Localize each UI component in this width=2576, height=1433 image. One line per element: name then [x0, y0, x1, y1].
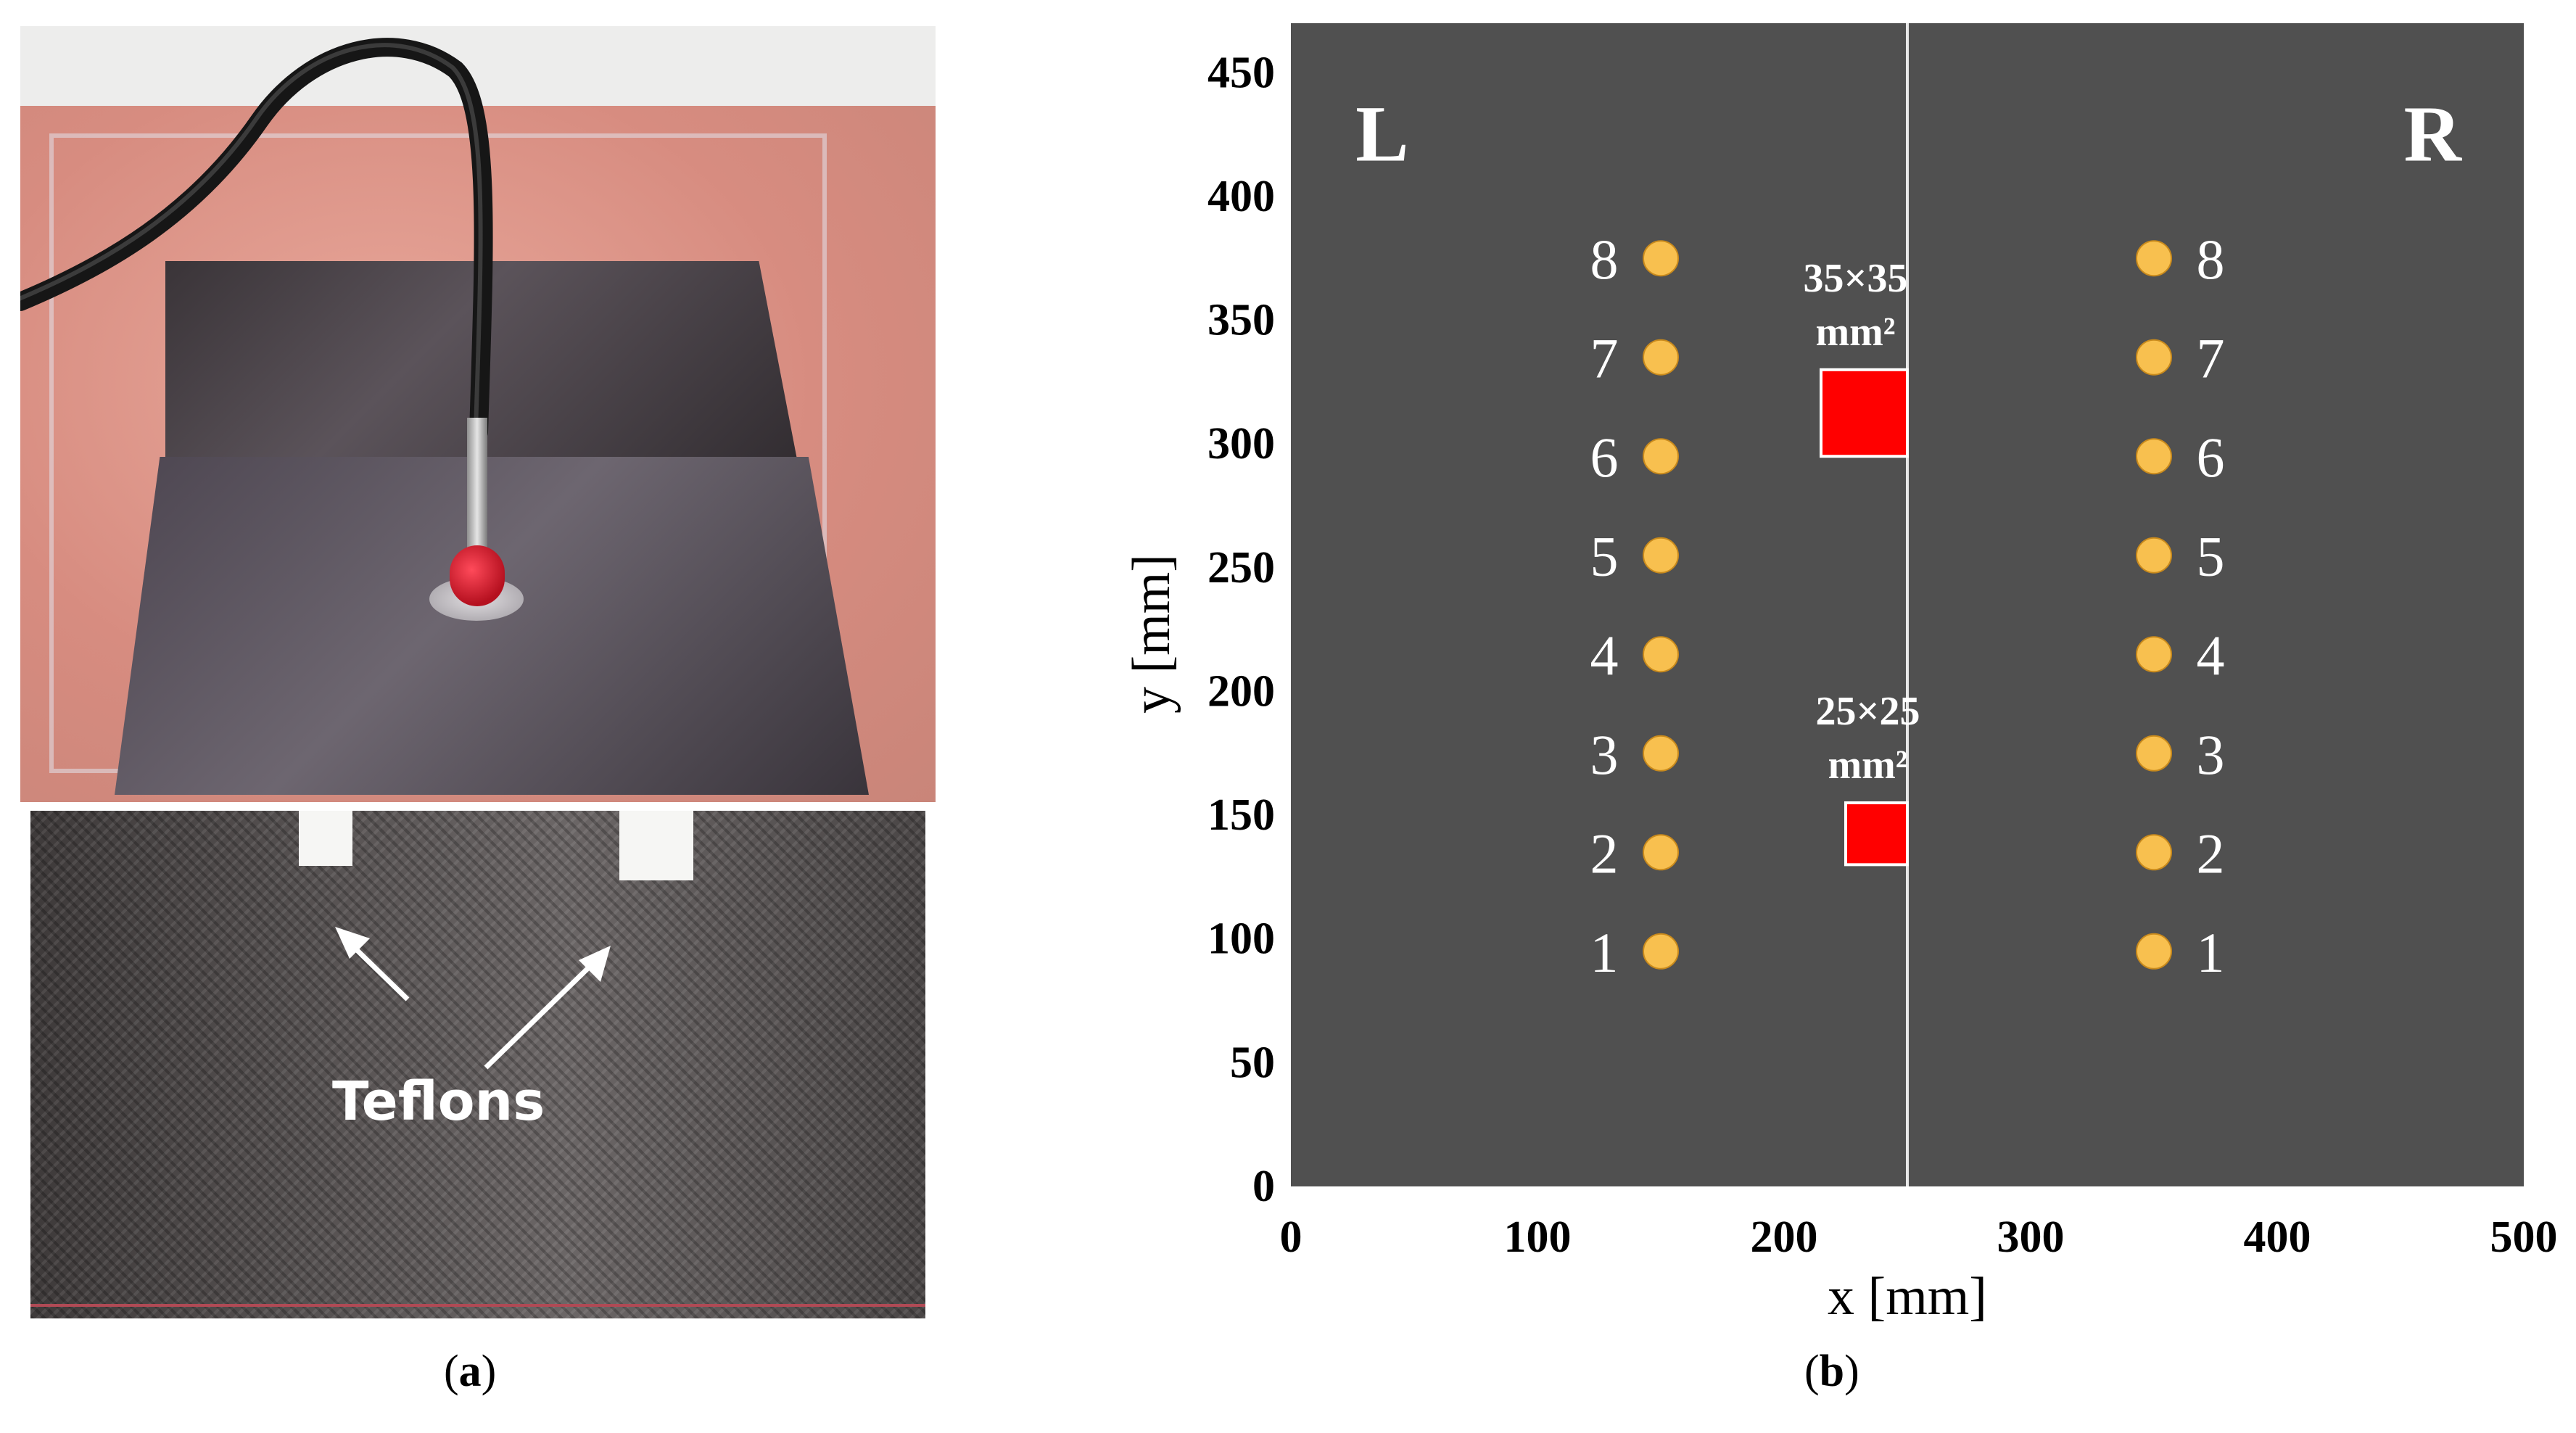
sensor-label: 2 — [2197, 822, 2225, 885]
x-axis-label: x [mm] — [1828, 1267, 1987, 1326]
vacuum-hose — [20, 38, 493, 442]
sensor-label: 7 — [2197, 327, 2225, 390]
sensor-point — [2136, 438, 2172, 475]
x-tick-label: 200 — [1751, 1213, 1818, 1262]
y-tick-label: 400 — [1208, 172, 1275, 221]
sensor-label: 3 — [2197, 723, 2225, 786]
y-tick-label: 100 — [1208, 914, 1275, 964]
sensor-label: 8 — [1590, 228, 1619, 291]
defects: 35×35 mm² 25×25 mm² — [1804, 256, 1920, 867]
photo-panel-a: Teflons — [20, 26, 936, 1320]
sensor-point — [2136, 933, 2172, 970]
y-tick-label: 450 — [1208, 48, 1275, 97]
sensor-point — [2136, 735, 2172, 772]
teflon-insert-photo: Teflons — [30, 811, 925, 1318]
x-tick-label: 100 — [1504, 1213, 1572, 1262]
axes: 0 100 200 300 400 500 0 50 100 150 200 250 300 350 400… — [1208, 48, 2558, 1262]
sensor-label: 1 — [1590, 921, 1619, 984]
defect-unit-label: mm² — [1815, 310, 1895, 355]
sensor-point — [2136, 240, 2172, 277]
defect-size-label: 25×25 — [1816, 689, 1920, 734]
teflon-insert-large — [619, 811, 693, 880]
vacuum-valve — [450, 545, 505, 606]
y-tick-label: 50 — [1230, 1038, 1275, 1087]
sensor-point — [2136, 636, 2172, 673]
sensor-label: 5 — [2197, 525, 2225, 588]
sensor-label: 2 — [1590, 822, 1619, 885]
x-tick-label: 400 — [2244, 1213, 2311, 1262]
defect-square — [1820, 368, 1909, 458]
defect-square — [1844, 801, 1909, 867]
y-tick-label: 300 — [1208, 419, 1275, 468]
y-tick-label: 150 — [1208, 790, 1275, 840]
sensor-point — [1643, 537, 1679, 574]
vacuum-connector — [467, 418, 487, 556]
sensor-label: 6 — [1590, 426, 1619, 489]
vacuum-bag-photo — [20, 26, 936, 802]
y-tick-label: 350 — [1208, 296, 1275, 345]
teflon-insert-small — [299, 811, 352, 866]
sensor-label: 3 — [1590, 723, 1619, 786]
defect-unit-label: mm² — [1828, 743, 1907, 788]
sensor-point — [1643, 438, 1679, 475]
region-label-l: L — [1355, 90, 1408, 178]
sensor-label: 6 — [2197, 426, 2225, 489]
caption-b: (b) — [1804, 1347, 1859, 1396]
teflons-callout-label: Teflons — [332, 1070, 545, 1133]
caption-a: (a) — [444, 1347, 497, 1396]
x-tick-label: 500 — [2490, 1213, 2558, 1262]
plate-edge-line — [30, 1304, 925, 1307]
sensor-label: 1 — [2197, 921, 2225, 984]
y-tick-label: 0 — [1252, 1162, 1275, 1211]
x-tick-label: 0 — [1280, 1213, 1303, 1262]
sensor-point — [1643, 933, 1679, 970]
region-label-r: R — [2403, 90, 2462, 178]
y-axis-label: y [mm] — [1122, 554, 1181, 714]
defect-size-label: 35×35 — [1804, 256, 1908, 301]
sensor-point — [1643, 735, 1679, 772]
sensor-label: 5 — [1590, 525, 1619, 588]
composite-plate-front — [115, 457, 869, 795]
x-tick-label: 300 — [1997, 1213, 2065, 1262]
sensor-point — [2136, 339, 2172, 376]
callout-arrows — [335, 927, 611, 1070]
y-tick-label: 200 — [1208, 666, 1275, 716]
sensor-label: 4 — [1590, 624, 1619, 687]
sensor-point — [1643, 834, 1679, 871]
sensor-label: 8 — [2197, 228, 2225, 291]
y-tick-label: 250 — [1208, 543, 1275, 592]
sensors: 1 2 3 4 5 6 7 8 1 2 3 4 5 6 7 8 — [1590, 228, 2225, 984]
sensor-label: 4 — [2197, 624, 2225, 687]
sensor-point — [2136, 834, 2172, 871]
sensor-point — [1643, 339, 1679, 376]
sensor-label: 7 — [1590, 327, 1619, 390]
sensor-point — [1643, 240, 1679, 277]
sensor-point — [1643, 636, 1679, 673]
sensor-point — [2136, 537, 2172, 574]
